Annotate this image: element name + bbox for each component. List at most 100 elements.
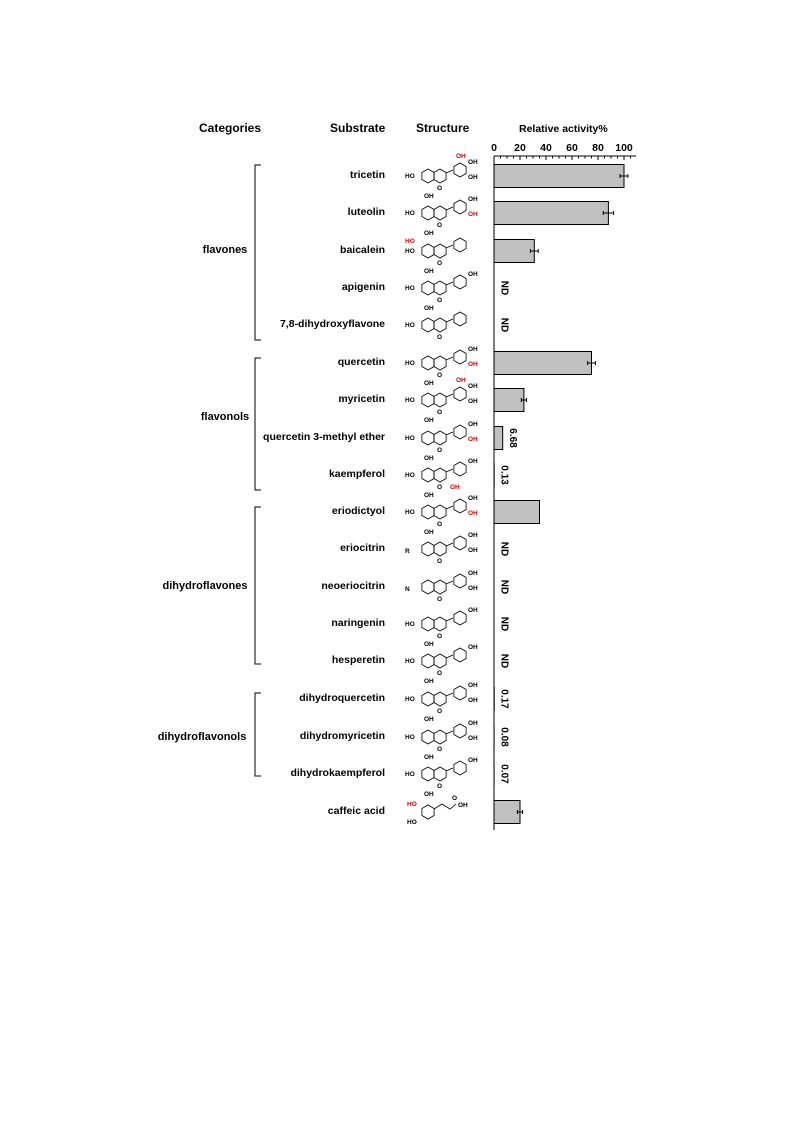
structure-eriodictyol-oh-b2: OH xyxy=(468,510,478,517)
structure-quercetin-oh-b2: OH xyxy=(468,361,478,368)
atom-label: OH xyxy=(468,495,478,502)
substrate-myricetin: myricetin xyxy=(338,393,385,405)
structure-tricetin-oh-top: OH xyxy=(456,153,466,160)
structure-dihydrokaempferol-ring-b xyxy=(453,760,467,776)
atom-label: OH xyxy=(468,532,478,539)
structure-baicalein-oh-a7: HO xyxy=(405,238,415,245)
category-dihydroflavonols: dihydroflavonols xyxy=(157,731,247,743)
atom-label: OH xyxy=(468,421,478,428)
structure-eriodictyol-link xyxy=(445,505,454,510)
atom-label: O xyxy=(437,746,442,753)
atom-label: OH xyxy=(468,346,478,353)
substrate-luteolin: luteolin xyxy=(347,206,385,218)
substrate-dihydromyricetin: dihydromyricetin xyxy=(299,730,385,742)
x-tick-label: 80 xyxy=(592,142,604,154)
header-relative-activity: Relative activity% xyxy=(519,123,608,135)
structure-kaempferol-link xyxy=(445,468,454,473)
structure-neoeriocitrin-oh-b2: OH xyxy=(468,585,478,592)
atom-label: O xyxy=(437,447,442,454)
atom-label: O xyxy=(437,558,442,565)
structure-luteolin-link xyxy=(445,206,454,211)
atom-label: OH xyxy=(468,196,478,203)
atom-label: HO xyxy=(405,173,415,180)
structure-eriodictyol-ring-b xyxy=(453,498,467,514)
structure-tricetin-link xyxy=(445,169,454,174)
atom-label: OH xyxy=(468,271,478,278)
structure-myricetin-oh-top: OH xyxy=(456,377,466,384)
structure-dihydroquercetin-ring-b xyxy=(453,685,467,701)
structure-eriocitrin-oh-b2: OH xyxy=(468,547,478,554)
data-label: ND xyxy=(498,281,509,295)
structure-kaempferol-oh-c3: OH xyxy=(450,484,460,491)
atom-label: OH xyxy=(424,305,434,312)
atom-label: OH xyxy=(424,791,434,798)
structure-7-8-dihydroxyflavone-ring-b xyxy=(453,311,467,327)
atom-label: OH xyxy=(424,268,434,275)
atom-label: OH xyxy=(468,607,478,614)
substrate-eriodictyol: eriodictyol xyxy=(331,505,385,517)
header-structure: Structure xyxy=(416,121,470,135)
structure-baicalein-ring-b xyxy=(453,237,467,253)
structure-quercetin-ring-c xyxy=(433,355,447,371)
structure-dihydroquercetin-ring-c xyxy=(433,691,447,707)
structure-eriocitrin-ring-c xyxy=(433,541,447,557)
atom-label: OH xyxy=(468,682,478,689)
structure-7-8-dihydroxyflavone-ring-c xyxy=(433,317,447,333)
atom-label: OH xyxy=(424,455,434,462)
data-label: 0.17 xyxy=(499,689,510,709)
bar-quercetin xyxy=(493,351,592,375)
header-substrate: Substrate xyxy=(330,121,386,135)
structure-quercetin-link xyxy=(445,356,454,361)
atom-label: O xyxy=(437,222,442,229)
atom-label: HO xyxy=(405,397,415,404)
atom-label: OH xyxy=(468,458,478,465)
atom-label: OH xyxy=(424,641,434,648)
structure-eriocitrin-ring-b xyxy=(453,535,467,551)
structure-quercetin-3-methyl-ether-oh-b2: OH xyxy=(468,436,478,443)
data-label: 6.68 xyxy=(507,428,518,448)
structure-dihydroquercetin-link xyxy=(445,692,454,697)
structure-naringenin-ring-b xyxy=(453,610,467,626)
substrate-hesperetin: hesperetin xyxy=(331,654,385,666)
data-label: 0.13 xyxy=(499,465,510,485)
atom-label: OH xyxy=(424,230,434,237)
substrate-baicalein: baicalein xyxy=(340,244,385,256)
atom-label: OH xyxy=(424,754,434,761)
substrate-7-8-dihydroxyflavone: 7,8-dihydroxyflavone xyxy=(279,318,385,330)
structure-baicalein-ring-c xyxy=(433,243,447,259)
bar-caffeic-acid xyxy=(493,800,521,824)
atom-label: R xyxy=(405,548,410,555)
structure-hesperetin-link xyxy=(445,654,454,659)
bar-eriodictyol xyxy=(493,500,540,524)
atom-label: OH xyxy=(424,417,434,424)
structure-myricetin-ring-c xyxy=(433,392,447,408)
structure-naringenin-ring-c xyxy=(433,616,447,632)
structure-eriodictyol-ring-c xyxy=(433,504,447,520)
header-categories: Categories xyxy=(199,121,262,135)
atom-label: O xyxy=(437,521,442,528)
structure-myricetin-link xyxy=(445,393,454,398)
bar-myricetin xyxy=(493,388,525,412)
category-flavones: flavones xyxy=(202,244,248,256)
x-tick-label: 60 xyxy=(566,142,578,154)
structure-luteolin-ring-b xyxy=(453,199,467,215)
structure-dihydroquercetin-oh-b2: OH xyxy=(468,697,478,704)
atom-label: HO xyxy=(405,435,415,442)
structure-dihydromyricetin-link xyxy=(445,730,454,735)
structure-kaempferol-ring-b xyxy=(453,461,467,477)
substrate-kaempferol: kaempferol xyxy=(328,468,385,480)
atom-label: HO xyxy=(405,210,415,217)
structure-hesperetin-ring-c xyxy=(433,653,447,669)
atom-label: OH xyxy=(424,678,434,685)
structure-tricetin-ring-c xyxy=(433,168,447,184)
structure-eriocitrin-link xyxy=(445,542,454,547)
atom-label: O xyxy=(452,795,457,802)
atom-label: OH xyxy=(468,644,478,651)
atom-label: O xyxy=(437,633,442,640)
structure-naringenin-link xyxy=(445,617,454,622)
atom-label: HO xyxy=(405,658,415,665)
substrate-naringenin: naringenin xyxy=(331,617,385,629)
x-tick-label: 40 xyxy=(540,142,552,154)
